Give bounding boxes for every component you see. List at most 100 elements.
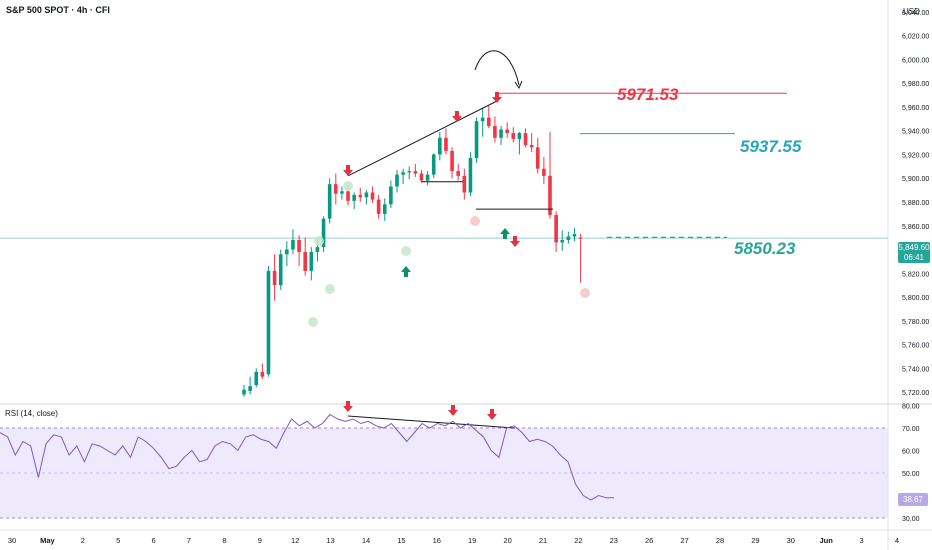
- level-high-label: 5971.53: [617, 85, 679, 104]
- candle-body: [327, 184, 332, 219]
- level-mid-label: 5937.55: [740, 137, 802, 156]
- time-tick-label: 4: [895, 536, 899, 545]
- candle-body: [529, 144, 534, 148]
- candle-body: [248, 386, 252, 391]
- swing-high-marker: [580, 288, 590, 298]
- candle-body: [535, 147, 540, 169]
- candle-body: [346, 191, 350, 201]
- candle-body: [560, 240, 565, 243]
- time-tick-label: 30: [8, 536, 16, 545]
- time-tick-label: 3: [860, 536, 864, 545]
- time-tick-label: 21: [539, 536, 547, 545]
- candle-body: [493, 125, 497, 138]
- candle-body: [462, 175, 467, 193]
- time-tick-label: Jun: [820, 536, 834, 545]
- swing-low-marker: [401, 246, 411, 256]
- candle-body: [401, 172, 405, 175]
- time-tick-label: 8: [222, 536, 226, 545]
- price-tick-label: 5,900.00: [902, 176, 929, 183]
- price-tick-label: 5,740.00: [902, 366, 929, 373]
- rsi-tick-label: 70.00: [902, 426, 920, 433]
- price-tick-label: 5,760.00: [902, 343, 929, 350]
- candle-body: [468, 158, 473, 193]
- candle-body: [505, 129, 509, 134]
- candle-body: [370, 192, 375, 200]
- rsi-line: [0, 413, 614, 501]
- chart-title: S&P 500 SPOT · 4h · CFI: [6, 5, 110, 15]
- time-tick-label: 19: [468, 536, 476, 545]
- candle-body: [578, 237, 583, 239]
- swing-low-marker: [343, 181, 353, 191]
- price-tick-label: 5,780.00: [902, 319, 929, 326]
- price-tick-label: 6,040.00: [902, 10, 929, 17]
- level-low-label: 5850.23: [734, 239, 796, 258]
- candle-body: [285, 249, 289, 255]
- drawings-group: [308, 50, 590, 429]
- candle-countdown: 06:41: [903, 253, 925, 262]
- trend-line: [347, 100, 498, 177]
- time-tick-label: 26: [645, 536, 653, 545]
- candle-body: [572, 234, 577, 237]
- candle-body: [266, 270, 271, 375]
- swing-low-marker: [308, 317, 318, 327]
- time-tick-label: 29: [751, 536, 759, 545]
- price-tick-label: 5,820.00: [902, 271, 929, 278]
- levels-group: [497, 92, 787, 238]
- candle-body: [438, 137, 442, 155]
- time-tick-label: 7: [187, 536, 191, 545]
- candle-body: [272, 270, 277, 286]
- current-price-value: 5,849.60: [898, 243, 930, 252]
- candle-body: [309, 251, 314, 271]
- sell-arrow-icon: [510, 236, 520, 247]
- candles-group: [242, 105, 583, 397]
- candle-body: [474, 121, 479, 159]
- candle-body: [340, 191, 344, 194]
- candle-body: [382, 204, 387, 214]
- swing-low-marker: [314, 236, 324, 246]
- time-tick-label: 9: [258, 536, 262, 545]
- candle-body: [487, 117, 491, 126]
- buy-arrow-icon: [500, 228, 510, 239]
- candle-body: [444, 137, 448, 151]
- price-tick-label: 6,020.00: [902, 34, 929, 41]
- candle-body: [517, 133, 522, 140]
- time-tick-label: 6: [152, 536, 156, 545]
- current-price-tag: 5,849.60 06:41: [898, 242, 930, 263]
- price-tick-label: 5,920.00: [902, 152, 929, 159]
- candle-body: [542, 168, 546, 176]
- sell-arrow-icon: [452, 111, 462, 122]
- currency-label: USD: [903, 7, 920, 16]
- candle-body: [425, 174, 430, 181]
- candle-body: [303, 251, 307, 271]
- rsi-tick-label: 30.00: [902, 516, 920, 523]
- price-tick-label: 5,980.00: [902, 81, 929, 88]
- price-tick-label: 5,960.00: [902, 105, 929, 112]
- price-tick-label: 5,800.00: [902, 295, 929, 302]
- candle-body: [413, 171, 418, 174]
- sell-arrow-icon: [343, 401, 353, 412]
- candle-body: [389, 186, 393, 205]
- time-tick-label: 16: [433, 536, 441, 545]
- candle-body: [523, 133, 528, 145]
- candle-body: [566, 236, 571, 241]
- time-tick-label: 28: [716, 536, 724, 545]
- candle-body: [450, 150, 454, 172]
- candle-body: [315, 247, 320, 252]
- candle-body: [334, 184, 338, 194]
- time-tick-label: May: [40, 536, 55, 545]
- candle-body: [254, 371, 259, 385]
- rsi-tick-label: 80.00: [902, 404, 920, 411]
- price-tick-label: 5,940.00: [902, 129, 929, 136]
- candle-body: [352, 194, 356, 201]
- buy-arrow-icon: [401, 266, 411, 277]
- candle-body: [395, 174, 399, 187]
- time-axis-ticks: 30 May 2 5 6 7 8 9 12 13 14 15 16 19 20 21 22 23 26 27 28 29 3…: [8, 536, 899, 545]
- swing-low-marker: [325, 284, 335, 294]
- time-tick-label: 13: [326, 536, 334, 545]
- price-tick-label: 5,860.00: [902, 224, 929, 231]
- price-axis-ticks: 6,040.00 6,020.00 6,000.00 5,980.00 5,960.00…: [902, 10, 929, 397]
- candle-body: [278, 254, 283, 286]
- sell-arrow-icon: [487, 409, 497, 420]
- time-tick-label: 30: [787, 536, 795, 545]
